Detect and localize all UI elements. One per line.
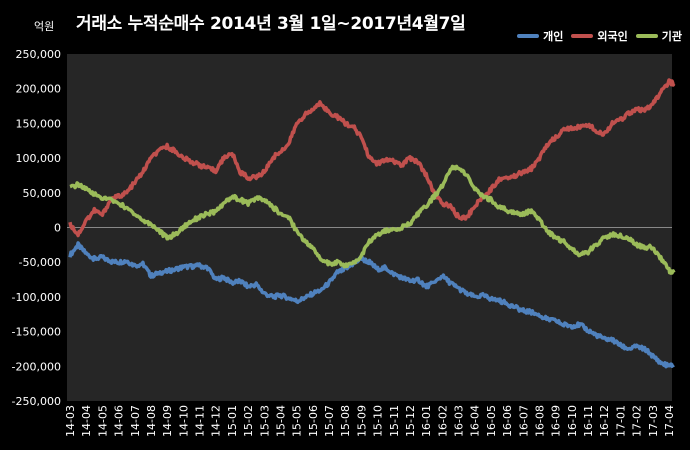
legend-item-individual: 개인 xyxy=(517,28,563,44)
x-tick-label: 15-09 xyxy=(355,405,368,437)
chart-legend: 개인 외국인 기관 xyxy=(517,28,682,44)
legend-label-institution: 기관 xyxy=(661,30,682,43)
x-tick-label: 14-09 xyxy=(161,405,174,437)
y-tick-label: 50,000 xyxy=(23,187,62,200)
y-tick-label: 200,000 xyxy=(16,83,62,96)
x-tick-label: 14-07 xyxy=(129,405,142,437)
x-tick-label: 14-04 xyxy=(80,405,93,437)
legend-swatch-individual xyxy=(517,34,540,38)
x-tick-label: 17-01 xyxy=(614,405,627,437)
y-tick-label: 150,000 xyxy=(16,117,62,130)
x-tick-label: 17-04 xyxy=(663,405,676,437)
x-tick-label: 16-10 xyxy=(566,405,579,437)
x-tick-label: 15-11 xyxy=(388,405,401,437)
x-tick-label: 15-06 xyxy=(307,405,320,437)
x-tick-label: 15-08 xyxy=(339,405,352,437)
x-tick-label: 16-03 xyxy=(453,405,466,437)
y-tick-label: -150,000 xyxy=(12,326,61,339)
series-line-individual xyxy=(68,241,675,369)
x-tick-label: 16-07 xyxy=(517,405,530,437)
x-tick-label: 14-03 xyxy=(64,405,77,437)
x-tick-label: 15-01 xyxy=(226,405,239,437)
y-tick-label: -50,000 xyxy=(19,256,61,269)
series-line-institution xyxy=(69,164,676,275)
y-tick-label: 100,000 xyxy=(16,152,62,165)
y-tick-label: -200,000 xyxy=(12,360,61,373)
x-tick-label: 15-07 xyxy=(323,405,336,437)
x-axis: 14-03 14-04 14-05 14-06 14-07 14-08 14-09 14-10… xyxy=(64,405,676,437)
y-axis: 250,000 200,000 150,000 100,000 50,000 0 -50,0… xyxy=(12,48,61,408)
x-tick-label: 15-05 xyxy=(291,405,304,437)
x-tick-label: 16-06 xyxy=(501,405,514,437)
y-tick-label: -100,000 xyxy=(12,291,61,304)
x-tick-label: 17-03 xyxy=(647,405,660,437)
x-tick-label: 16-09 xyxy=(550,405,563,437)
legend-label-foreign: 외국인 xyxy=(597,30,628,43)
y-axis-unit-label: 억원 xyxy=(34,20,55,33)
series-lines xyxy=(68,78,676,369)
x-tick-label: 15-10 xyxy=(372,405,385,437)
x-tick-label: 16-12 xyxy=(598,405,611,437)
series-line-foreign xyxy=(68,78,676,238)
x-tick-label: 15-03 xyxy=(258,405,271,437)
x-tick-label: 15-04 xyxy=(274,405,287,437)
y-tick-label: 0 xyxy=(54,222,61,235)
x-tick-label: 14-05 xyxy=(96,405,109,437)
x-tick-label: 14-12 xyxy=(210,405,223,437)
x-tick-label: 15-12 xyxy=(404,405,417,437)
x-tick-label: 14-10 xyxy=(177,405,190,437)
x-tick-label: 16-02 xyxy=(436,405,449,437)
x-tick-label: 15-02 xyxy=(242,405,255,437)
x-tick-label: 16-11 xyxy=(582,405,595,437)
legend-label-individual: 개인 xyxy=(543,30,564,43)
y-tick-label: 250,000 xyxy=(16,48,62,61)
x-tick-label: 16-08 xyxy=(533,405,546,437)
x-tick-label: 14-08 xyxy=(145,405,158,437)
x-tick-label: 16-05 xyxy=(485,405,498,437)
legend-swatch-institution xyxy=(635,34,658,38)
x-tick-label: 16-01 xyxy=(420,405,433,437)
legend-item-foreign: 외국인 xyxy=(571,28,628,44)
legend-swatch-foreign xyxy=(571,34,594,38)
y-tick-label: -250,000 xyxy=(12,395,61,408)
x-tick-label: 17-02 xyxy=(631,405,644,437)
x-tick-label: 14-11 xyxy=(194,405,207,437)
chart-title: 거래소 누적순매수 2014년 3월 1일~2017년4월7일 xyxy=(76,14,466,34)
x-tick-label: 16-04 xyxy=(469,405,482,437)
legend-item-institution: 기관 xyxy=(635,28,682,44)
x-tick-label: 14-06 xyxy=(113,405,126,437)
